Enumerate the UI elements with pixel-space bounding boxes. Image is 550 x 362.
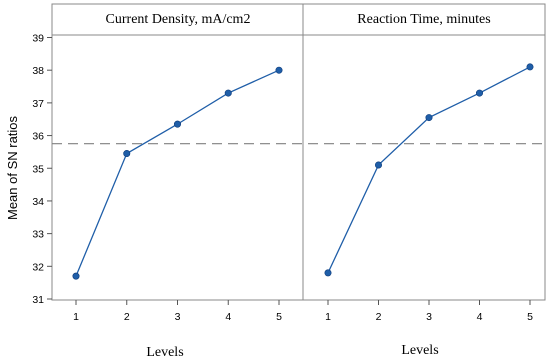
panel-1-data-point <box>275 66 283 74</box>
x-tick-label: 5 <box>276 311 282 323</box>
y-tick-label: 37 <box>32 98 44 110</box>
panel-2-x-axis-label: Levels <box>401 343 438 358</box>
y-tick-label: 36 <box>32 131 44 143</box>
panel-2-title: Reaction Time, minutes <box>357 12 490 27</box>
panel-2-data-point <box>526 63 534 71</box>
panel-title-strips <box>51 3 546 36</box>
panel-1-data-point <box>224 89 232 97</box>
y-axis-ticks: 31 32 33 34 35 36 37 38 39 <box>32 33 52 306</box>
panel-2-data-point <box>425 114 433 122</box>
y-tick-label: 35 <box>32 163 44 175</box>
x-tick-label: 1 <box>325 311 331 323</box>
x-tick-label: 5 <box>527 311 533 323</box>
panel-2-data-point <box>374 161 382 169</box>
x-tick-label: 4 <box>477 311 483 323</box>
x-tick-label: 2 <box>376 311 382 323</box>
panel-1-data-point <box>72 272 80 280</box>
y-tick-label: 39 <box>32 33 44 45</box>
x-tick-label: 3 <box>426 311 432 323</box>
y-tick-label: 33 <box>32 229 44 241</box>
panel-2-data-point <box>324 269 332 277</box>
panel-1-data-point <box>123 150 131 158</box>
y-tick-label: 38 <box>32 65 44 77</box>
y-tick-label: 31 <box>32 294 44 306</box>
x-tick-label: 1 <box>73 311 79 323</box>
x-axis-ticks: 1 2 3 4 5 1 2 3 4 5 <box>73 300 533 323</box>
panel-2-data-point <box>475 89 483 97</box>
y-tick-label: 32 <box>32 261 44 273</box>
panel-1-data-point <box>174 120 182 128</box>
panel-1-title: Current Density, mA/cm2 <box>106 12 251 27</box>
y-tick-label: 34 <box>32 196 44 208</box>
y-axis-label: Mean of SN ratios <box>5 115 20 220</box>
x-tick-label: 3 <box>175 311 181 323</box>
x-tick-label: 2 <box>124 311 130 323</box>
series-group <box>72 63 534 280</box>
plot-area-frame <box>51 34 546 301</box>
x-tick-label: 4 <box>225 311 231 323</box>
panel-1-x-axis-label: Levels <box>146 345 183 360</box>
